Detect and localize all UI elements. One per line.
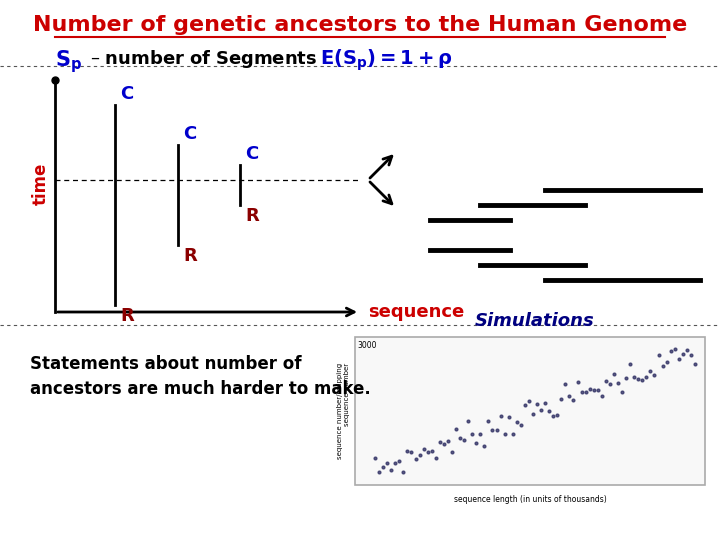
Text: R: R bbox=[183, 247, 197, 265]
Point bbox=[624, 360, 636, 368]
Point bbox=[470, 438, 482, 447]
Text: sequence number/mapping
sequence number: sequence number/mapping sequence number bbox=[337, 363, 350, 459]
Point bbox=[556, 394, 567, 403]
Point bbox=[681, 346, 693, 354]
Point bbox=[600, 377, 612, 386]
Point bbox=[495, 412, 506, 421]
Point bbox=[394, 457, 405, 465]
Point bbox=[669, 345, 680, 353]
Point bbox=[422, 448, 433, 457]
Point bbox=[629, 373, 640, 381]
Point bbox=[418, 444, 429, 453]
Point bbox=[382, 458, 393, 467]
Text: sequence: sequence bbox=[368, 303, 464, 321]
Text: R: R bbox=[120, 307, 134, 325]
Point bbox=[467, 430, 478, 439]
Point bbox=[434, 438, 446, 447]
Point bbox=[576, 388, 588, 396]
Point bbox=[507, 429, 518, 438]
Point bbox=[612, 379, 624, 387]
Point bbox=[568, 396, 580, 405]
Point bbox=[653, 350, 665, 359]
Point bbox=[564, 392, 575, 401]
Point bbox=[474, 430, 486, 438]
Point bbox=[552, 411, 563, 420]
Point bbox=[503, 413, 514, 421]
Point bbox=[689, 360, 701, 369]
Point bbox=[405, 448, 417, 457]
Point bbox=[588, 386, 600, 395]
Point bbox=[636, 375, 648, 384]
Point bbox=[462, 417, 474, 426]
Point bbox=[596, 392, 608, 401]
Point bbox=[621, 374, 632, 382]
Point bbox=[442, 437, 454, 445]
Point bbox=[446, 448, 458, 457]
Text: $\mathbf{E(S_p) = 1 + \rho}$: $\mathbf{E(S_p) = 1 + \rho}$ bbox=[320, 48, 452, 73]
Point bbox=[544, 407, 555, 415]
Point bbox=[523, 396, 535, 405]
Point bbox=[584, 384, 595, 393]
Point bbox=[661, 357, 672, 366]
Point bbox=[531, 400, 543, 409]
Point bbox=[657, 362, 668, 370]
Text: C: C bbox=[245, 145, 258, 163]
Point bbox=[459, 436, 470, 444]
Point bbox=[665, 347, 677, 355]
Point bbox=[519, 400, 531, 409]
Point bbox=[616, 388, 628, 396]
Point bbox=[479, 441, 490, 450]
Point bbox=[402, 447, 413, 455]
Point bbox=[511, 418, 523, 427]
Point bbox=[644, 366, 656, 375]
Text: sequence length (in units of thousands): sequence length (in units of thousands) bbox=[454, 495, 606, 504]
Point bbox=[685, 350, 697, 359]
Point bbox=[390, 458, 401, 467]
Point bbox=[580, 387, 591, 396]
Point bbox=[527, 410, 539, 418]
Point bbox=[410, 455, 421, 464]
Point bbox=[430, 454, 441, 462]
Point bbox=[369, 454, 381, 462]
Point bbox=[482, 416, 494, 425]
Point bbox=[515, 420, 526, 429]
Point bbox=[673, 355, 685, 364]
Point bbox=[539, 399, 551, 408]
Text: 3000: 3000 bbox=[357, 341, 377, 350]
Text: $\bf{–\ number\ of\ Segments}$: $\bf{–\ number\ of\ Segments}$ bbox=[90, 48, 318, 70]
Text: Statements about number of
ancestors are much harder to make.: Statements about number of ancestors are… bbox=[30, 355, 371, 398]
Point bbox=[377, 462, 389, 471]
Point bbox=[559, 380, 571, 388]
Point bbox=[450, 424, 462, 433]
Text: Simulations: Simulations bbox=[475, 312, 595, 330]
Point bbox=[677, 350, 688, 359]
Text: $\mathbf{S_p}$: $\mathbf{S_p}$ bbox=[55, 48, 82, 75]
Point bbox=[608, 369, 620, 378]
Text: time: time bbox=[32, 163, 50, 205]
Text: C: C bbox=[183, 125, 197, 143]
Point bbox=[397, 468, 409, 476]
Point bbox=[385, 465, 397, 474]
Bar bbox=[355, 337, 705, 485]
Point bbox=[572, 377, 583, 386]
Point bbox=[373, 468, 384, 476]
Point bbox=[633, 375, 644, 383]
Text: R: R bbox=[245, 207, 258, 225]
Point bbox=[641, 373, 652, 382]
Point bbox=[547, 412, 559, 421]
Point bbox=[535, 406, 546, 414]
Text: Number of genetic ancestors to the Human Genome: Number of genetic ancestors to the Human… bbox=[33, 15, 687, 35]
Point bbox=[454, 433, 466, 442]
Point bbox=[414, 450, 426, 459]
Text: C: C bbox=[120, 85, 133, 103]
Point bbox=[604, 380, 616, 388]
Point bbox=[487, 426, 498, 434]
Point bbox=[491, 426, 503, 435]
Point bbox=[592, 386, 603, 394]
Point bbox=[426, 447, 438, 455]
Point bbox=[499, 429, 510, 438]
Point bbox=[438, 440, 449, 448]
Point bbox=[649, 371, 660, 380]
